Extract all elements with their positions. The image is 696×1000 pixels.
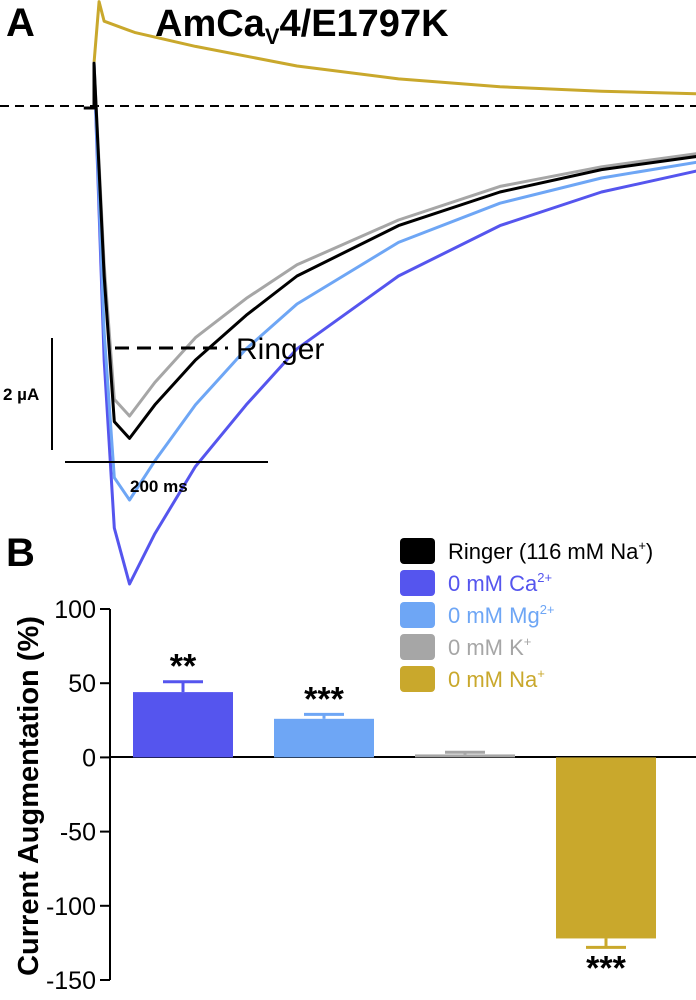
bars: ******** xyxy=(133,648,656,987)
legend-entry-3: 0 mM K+ xyxy=(448,634,531,660)
trace-2 xyxy=(83,61,696,502)
bar-2 xyxy=(415,754,515,758)
trace-1 xyxy=(83,61,696,586)
scale-x-label: 200 ms xyxy=(130,477,188,496)
y-tick-label: 50 xyxy=(68,670,96,698)
ringer-label: Ringer xyxy=(236,333,324,366)
significance-label-3: *** xyxy=(586,949,626,987)
y-tick-label: 0 xyxy=(82,744,96,772)
legend-swatch-0 xyxy=(400,538,435,564)
panel-b: B Ringer (116 mM Na+) 0 mM Ca2+ 0 mM Mg2+ 0… xyxy=(6,531,696,995)
panel-a-title: AmCaV4/E1797K xyxy=(155,3,449,49)
scale-y-label: 2 µA xyxy=(3,385,39,404)
y-tick-label: 100 xyxy=(54,596,96,624)
y-axis: 100 50 0 -50 -100 -150 xyxy=(46,596,111,995)
y-tick-label: -100 xyxy=(46,893,96,921)
panel-b-letter: B xyxy=(6,531,35,575)
current-traces xyxy=(83,0,696,586)
panel-a-title-prefix: AmCa xyxy=(155,3,266,45)
y-axis-label: Current Augmentation (%) xyxy=(13,616,45,976)
panel-a: A AmCaV4/E1797K Ringer 2 µA 200 ms xyxy=(0,0,696,586)
significance-label-0: ** xyxy=(170,648,197,686)
panel-a-title-suffix: 4/E1797K xyxy=(280,3,450,45)
trace-0 xyxy=(83,61,696,440)
legend-entry-1: 0 mM Ca2+ xyxy=(448,570,552,596)
legend-swatch-4 xyxy=(400,666,435,692)
y-tick-label: -150 xyxy=(46,967,96,995)
panel-a-letter: A xyxy=(6,1,35,45)
bar-1 xyxy=(274,718,374,758)
legend-swatch-2 xyxy=(400,602,435,628)
legend-swatch-3 xyxy=(400,634,435,660)
trace-4 xyxy=(83,0,696,110)
legend-entry-4: 0 mM Na+ xyxy=(448,666,545,692)
y-tick-label: -50 xyxy=(60,819,96,847)
legend-swatch-1 xyxy=(400,570,435,596)
panel-a-title-sub: V xyxy=(265,24,280,49)
bar-0 xyxy=(133,692,233,758)
bar-3 xyxy=(556,757,656,939)
significance-label-1: *** xyxy=(304,680,344,718)
legend-entry-2: 0 mM Mg2+ xyxy=(448,602,555,628)
legend: Ringer (116 mM Na+) 0 mM Ca2+ 0 mM Mg2+ 0 m… xyxy=(400,538,653,692)
legend-entry-0: Ringer (116 mM Na+) xyxy=(448,538,653,564)
